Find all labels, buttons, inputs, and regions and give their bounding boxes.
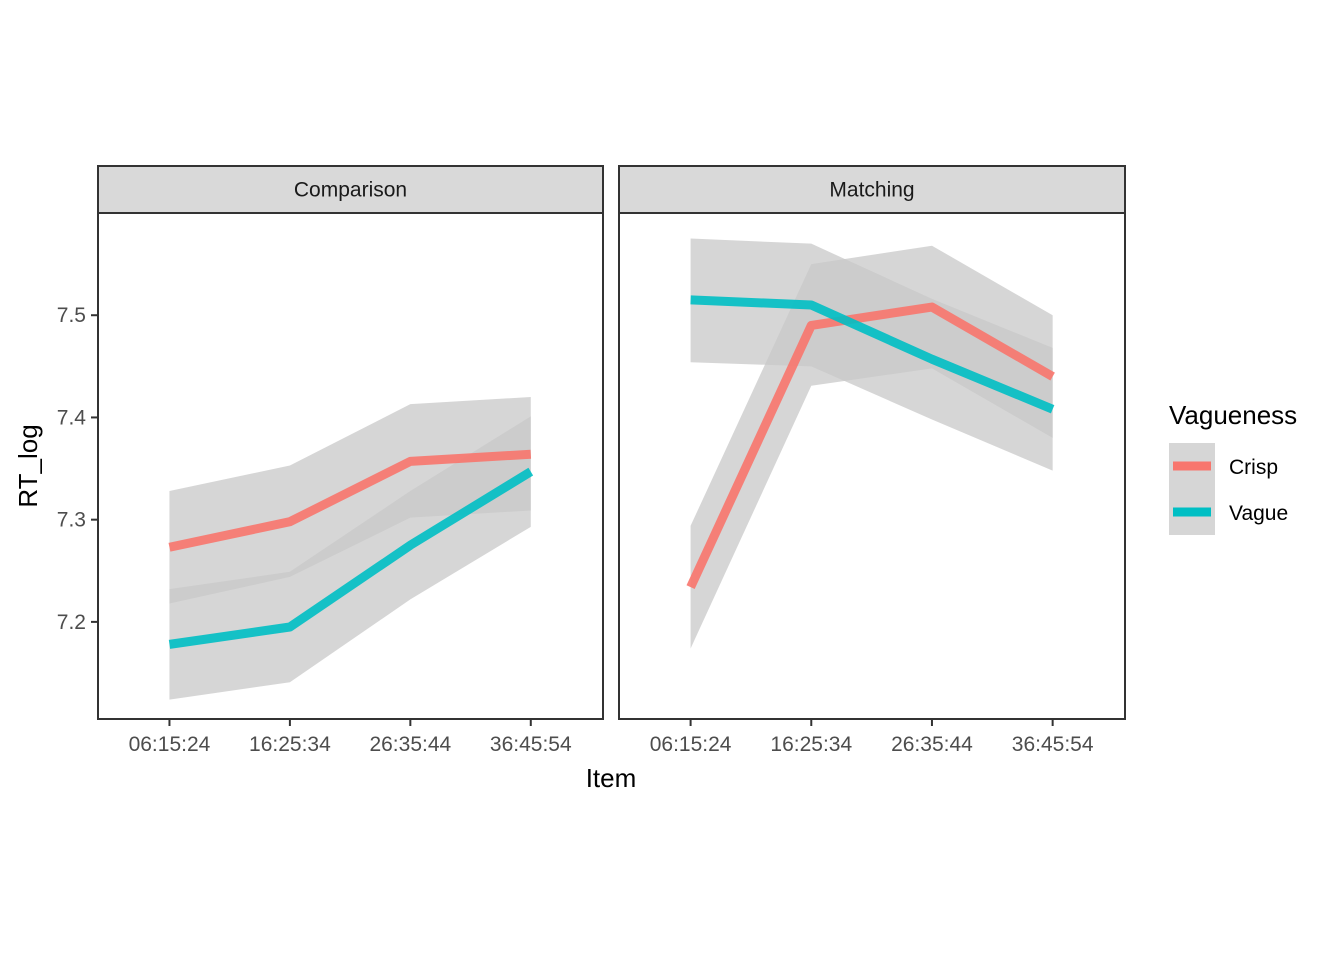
y-tick-label: 7.3 — [57, 509, 86, 532]
series-line-vague — [690, 295, 1055, 414]
legend-title: Vagueness — [1169, 400, 1297, 430]
x-tick-label: 36:45:54 — [490, 733, 572, 756]
confidence-band-vague — [690, 238, 1053, 471]
x-tick-label: 16:25:34 — [770, 733, 852, 756]
legend: Vagueness Crisp Vague — [1169, 400, 1297, 535]
facet-strip — [618, 165, 1126, 214]
panel-matching: Matching 06:15:24 16:25:34 26:35:44 36:45:54 — [618, 165, 1126, 756]
x-tick-label: 06:15:24 — [129, 733, 211, 756]
series-line-vague — [168, 467, 534, 649]
x-axis-title: Item — [586, 763, 637, 793]
series-line-crisp — [168, 449, 532, 552]
facet-strip-label: Matching — [829, 179, 914, 202]
legend-label-crisp: Crisp — [1229, 456, 1278, 479]
y-tick-label: 7.4 — [57, 406, 87, 429]
y-tick-label: 7.2 — [57, 611, 86, 634]
series-line-crisp — [686, 302, 1055, 590]
legend-label-vague: Vague — [1229, 502, 1288, 525]
facet-panels: Comparison 06:15:24 16:25:34 26:35:44 36:45:… — [97, 165, 1126, 756]
y-tick-label: 7.5 — [57, 304, 86, 327]
y-axis-title: RT_log — [13, 424, 43, 507]
confidence-band-crisp — [169, 397, 531, 604]
x-tick-label: 26:35:44 — [891, 733, 973, 756]
x-tick-label: 06:15:24 — [650, 733, 732, 756]
facet-strip-label: Comparison — [294, 179, 407, 202]
facet-strip — [97, 165, 604, 214]
x-tick-label: 36:45:54 — [1012, 733, 1094, 756]
y-axis: 7.2 7.3 7.4 7.5 — [57, 304, 98, 634]
x-tick-label: 26:35:44 — [369, 733, 451, 756]
x-tick-label: 16:25:34 — [249, 733, 331, 756]
panel-comparison: Comparison 06:15:24 16:25:34 26:35:44 36:45:… — [97, 165, 604, 756]
